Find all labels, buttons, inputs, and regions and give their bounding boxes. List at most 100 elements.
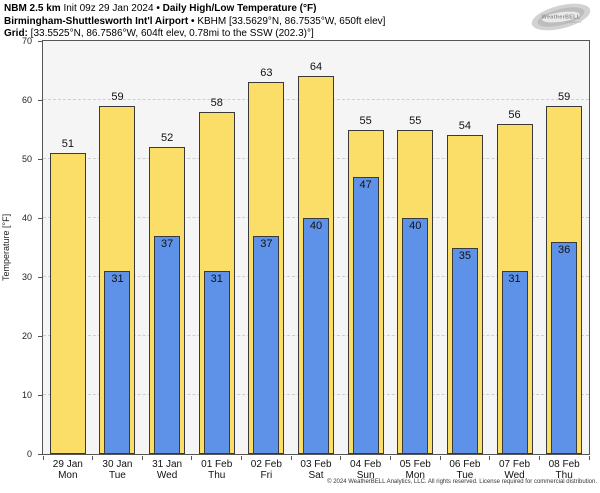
weatherbell-logo: WeatherBELL Analytics LLC <box>531 3 591 31</box>
x-tick-label: 03 Feb Sat <box>291 459 341 481</box>
y-tick-label: 10 <box>21 390 32 400</box>
x-tick-date: 08 Feb <box>548 459 580 470</box>
low-bar: 37 <box>253 235 280 454</box>
x-tick-date: 31 Jan <box>152 459 183 470</box>
x-tick-label: 29 Jan Mon <box>43 459 93 481</box>
low-value-label: 31 <box>111 273 124 286</box>
x-tick-day: Wed <box>156 470 178 481</box>
init-time: Init 09z 29 Jan 2024 <box>63 3 154 14</box>
x-tick-label: 06 Feb Tue <box>440 459 490 481</box>
y-tick-mark <box>38 99 42 101</box>
plot-area: 51 59 31 52 37 58 31 63 37 64 40 55 47 55 40 54 35 56 31 59… <box>42 40 590 455</box>
x-tick-mark <box>290 456 292 460</box>
x-tick-day: Thu <box>208 470 226 481</box>
x-tick-label: 05 Feb Mon <box>390 459 440 481</box>
x-tick-day: Mon <box>58 470 78 481</box>
x-tick-date: 29 Jan <box>52 459 83 470</box>
x-tick-mark <box>389 456 391 460</box>
logo-text: WeatherBELL <box>542 15 581 21</box>
y-tick-mark <box>38 217 42 219</box>
x-tick-mark <box>241 456 243 460</box>
high-value-label: 56 <box>508 108 521 121</box>
station-name: Birmingham-Shuttlesworth Int'l Airport <box>4 15 189 27</box>
high-value-label: 54 <box>458 120 472 133</box>
low-bar: 40 <box>303 218 329 454</box>
y-tick-mark <box>38 453 42 455</box>
x-tick-day: Thu <box>555 470 573 481</box>
low-value-label: 47 <box>359 178 372 191</box>
y-tick-label: 50 <box>21 154 32 164</box>
low-bar: 37 <box>154 235 181 454</box>
low-value-label: 40 <box>409 220 422 232</box>
y-tick-mark <box>38 276 42 278</box>
high-value-label: 55 <box>359 114 372 127</box>
x-tick-date: 04 Feb <box>350 459 382 470</box>
low-bar: 31 <box>203 271 230 454</box>
x-tick-day: Tue <box>456 470 474 481</box>
low-value-label: 35 <box>458 249 472 262</box>
x-tick-date: 30 Jan <box>102 459 133 470</box>
x-tick-day: Wed <box>504 470 525 481</box>
header-line-2: Birmingham-Shuttlesworth Int'l Airport •… <box>4 16 385 29</box>
low-bar: 36 <box>551 241 578 454</box>
low-value-label: 31 <box>210 273 223 286</box>
low-bar: 35 <box>451 247 478 454</box>
low-bar: 47 <box>352 176 379 454</box>
x-tick-label: 01 Feb Thu <box>192 459 242 481</box>
high-value-label: 63 <box>260 67 273 80</box>
high-value-label: 51 <box>61 138 74 151</box>
y-axis: 0 10 20 30 40 50 60 70 <box>0 36 42 459</box>
x-tick-label: 30 Jan Tue <box>93 459 143 481</box>
low-bar: 31 <box>104 271 131 454</box>
y-tick-mark <box>38 158 42 160</box>
separator-dot: • <box>156 3 160 14</box>
low-bar: 31 <box>501 271 528 454</box>
y-tick-label: 0 <box>26 449 32 459</box>
x-tick-date: 07 Feb <box>498 459 531 470</box>
low-value-label: 37 <box>260 237 273 250</box>
x-tick-mark <box>92 456 94 460</box>
x-tick-date: 06 Feb <box>449 459 481 470</box>
station-details: KBHM [33.5629°N, 86.7535°W, 650ft elev] <box>197 15 386 27</box>
low-bar: 40 <box>402 218 429 454</box>
x-tick-day: Mon <box>405 470 425 481</box>
x-tick-label: 02 Feb Fri <box>242 459 292 481</box>
low-value-label: 36 <box>558 243 571 256</box>
low-value-label: 31 <box>508 273 521 286</box>
logo-subtext: Analytics LLC <box>566 21 581 24</box>
x-tick-date: 05 Feb <box>399 459 431 470</box>
x-tick-mark <box>439 456 441 460</box>
high-value-label: 58 <box>210 96 223 109</box>
x-tick-day: Tue <box>109 470 126 481</box>
x-tick-mark <box>538 456 540 460</box>
x-tick-mark <box>340 456 342 460</box>
low-value-label: 40 <box>309 220 323 232</box>
copyright-notice: © 2024 WeatherBELL Analytics, LLC. All r… <box>327 479 597 485</box>
x-tick-date: 03 Feb <box>300 459 332 470</box>
y-tick-mark <box>38 394 42 396</box>
x-tick-mark <box>191 456 193 460</box>
separator-dot: • <box>191 15 195 27</box>
x-tick-day: Fri <box>260 470 273 481</box>
y-tick-label: 30 <box>21 272 32 282</box>
high-value-label: 55 <box>409 114 422 127</box>
high-value-label: 59 <box>558 90 571 103</box>
x-tick-date: 01 Feb <box>201 459 233 470</box>
x-tick-mark <box>42 456 44 460</box>
y-tick-label: 70 <box>21 36 32 46</box>
high-value-label: 64 <box>309 61 323 74</box>
x-tick-label: 07 Feb Wed <box>490 459 540 481</box>
x-tick-mark <box>588 456 590 460</box>
high-value-label: 59 <box>111 90 124 103</box>
y-tick-label: 20 <box>21 331 32 341</box>
y-tick-label: 60 <box>21 95 32 105</box>
x-tick-day: Sun <box>356 470 375 481</box>
y-tick-mark <box>38 335 42 337</box>
x-axis: 29 Jan Mon 30 Jan Tue 31 Jan Wed 01 Feb Thu 02 F… <box>42 456 590 484</box>
model-name: NBM 2.5 km <box>4 3 61 14</box>
header-line-3: Grid: [33.5525°N, 86.7586°W, 604ft elev,… <box>4 28 385 41</box>
grid-details: [33.5525°N, 86.7586°W, 604ft elev, 0.78m… <box>30 28 314 39</box>
high-bar <box>49 153 86 454</box>
x-tick-day: Sat <box>308 470 324 481</box>
x-tick-mark <box>141 456 143 460</box>
